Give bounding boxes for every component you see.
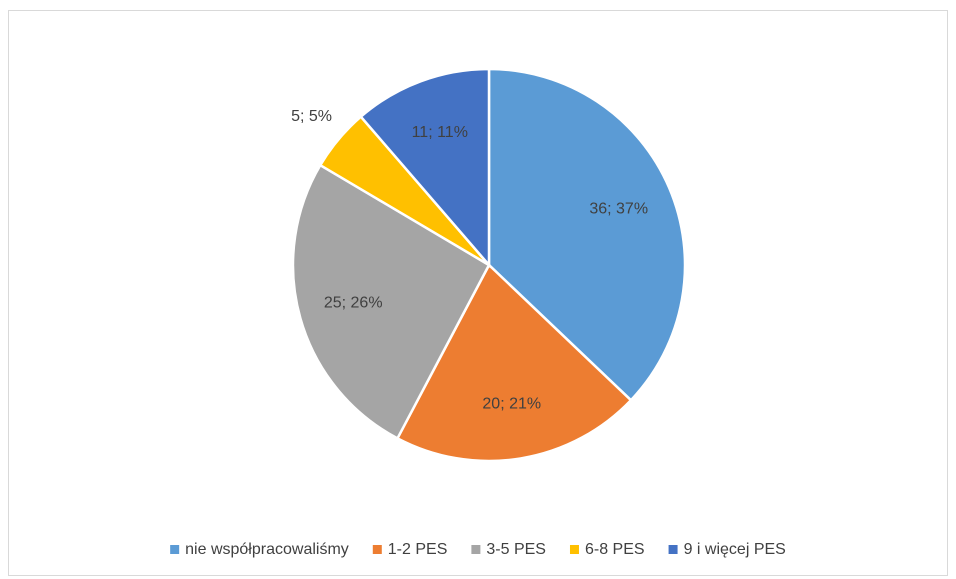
legend-label: 3-5 PES xyxy=(486,541,546,558)
data-label: 36; 37% xyxy=(589,201,648,218)
legend-marker xyxy=(569,545,579,554)
pie-slice xyxy=(291,163,491,441)
legend-marker xyxy=(372,545,382,554)
data-label: 25; 26% xyxy=(324,295,383,312)
data-label: 11; 11% xyxy=(412,124,468,141)
legend-label: 1-2 PES xyxy=(388,541,448,558)
pie-slice xyxy=(487,67,687,402)
data-label: 20; 21% xyxy=(482,395,541,412)
pie-slice xyxy=(395,262,633,463)
legend-marker xyxy=(668,545,678,554)
legend-label: nie współpracowaliśmy xyxy=(185,541,349,558)
pie-slice xyxy=(359,67,491,269)
legend-marker xyxy=(471,545,481,554)
legend-label: 9 i więcej PES xyxy=(684,541,786,558)
legend-marker xyxy=(170,545,180,554)
data-label: 5; 5% xyxy=(291,108,332,125)
legend-label: 6-8 PES xyxy=(585,541,645,558)
